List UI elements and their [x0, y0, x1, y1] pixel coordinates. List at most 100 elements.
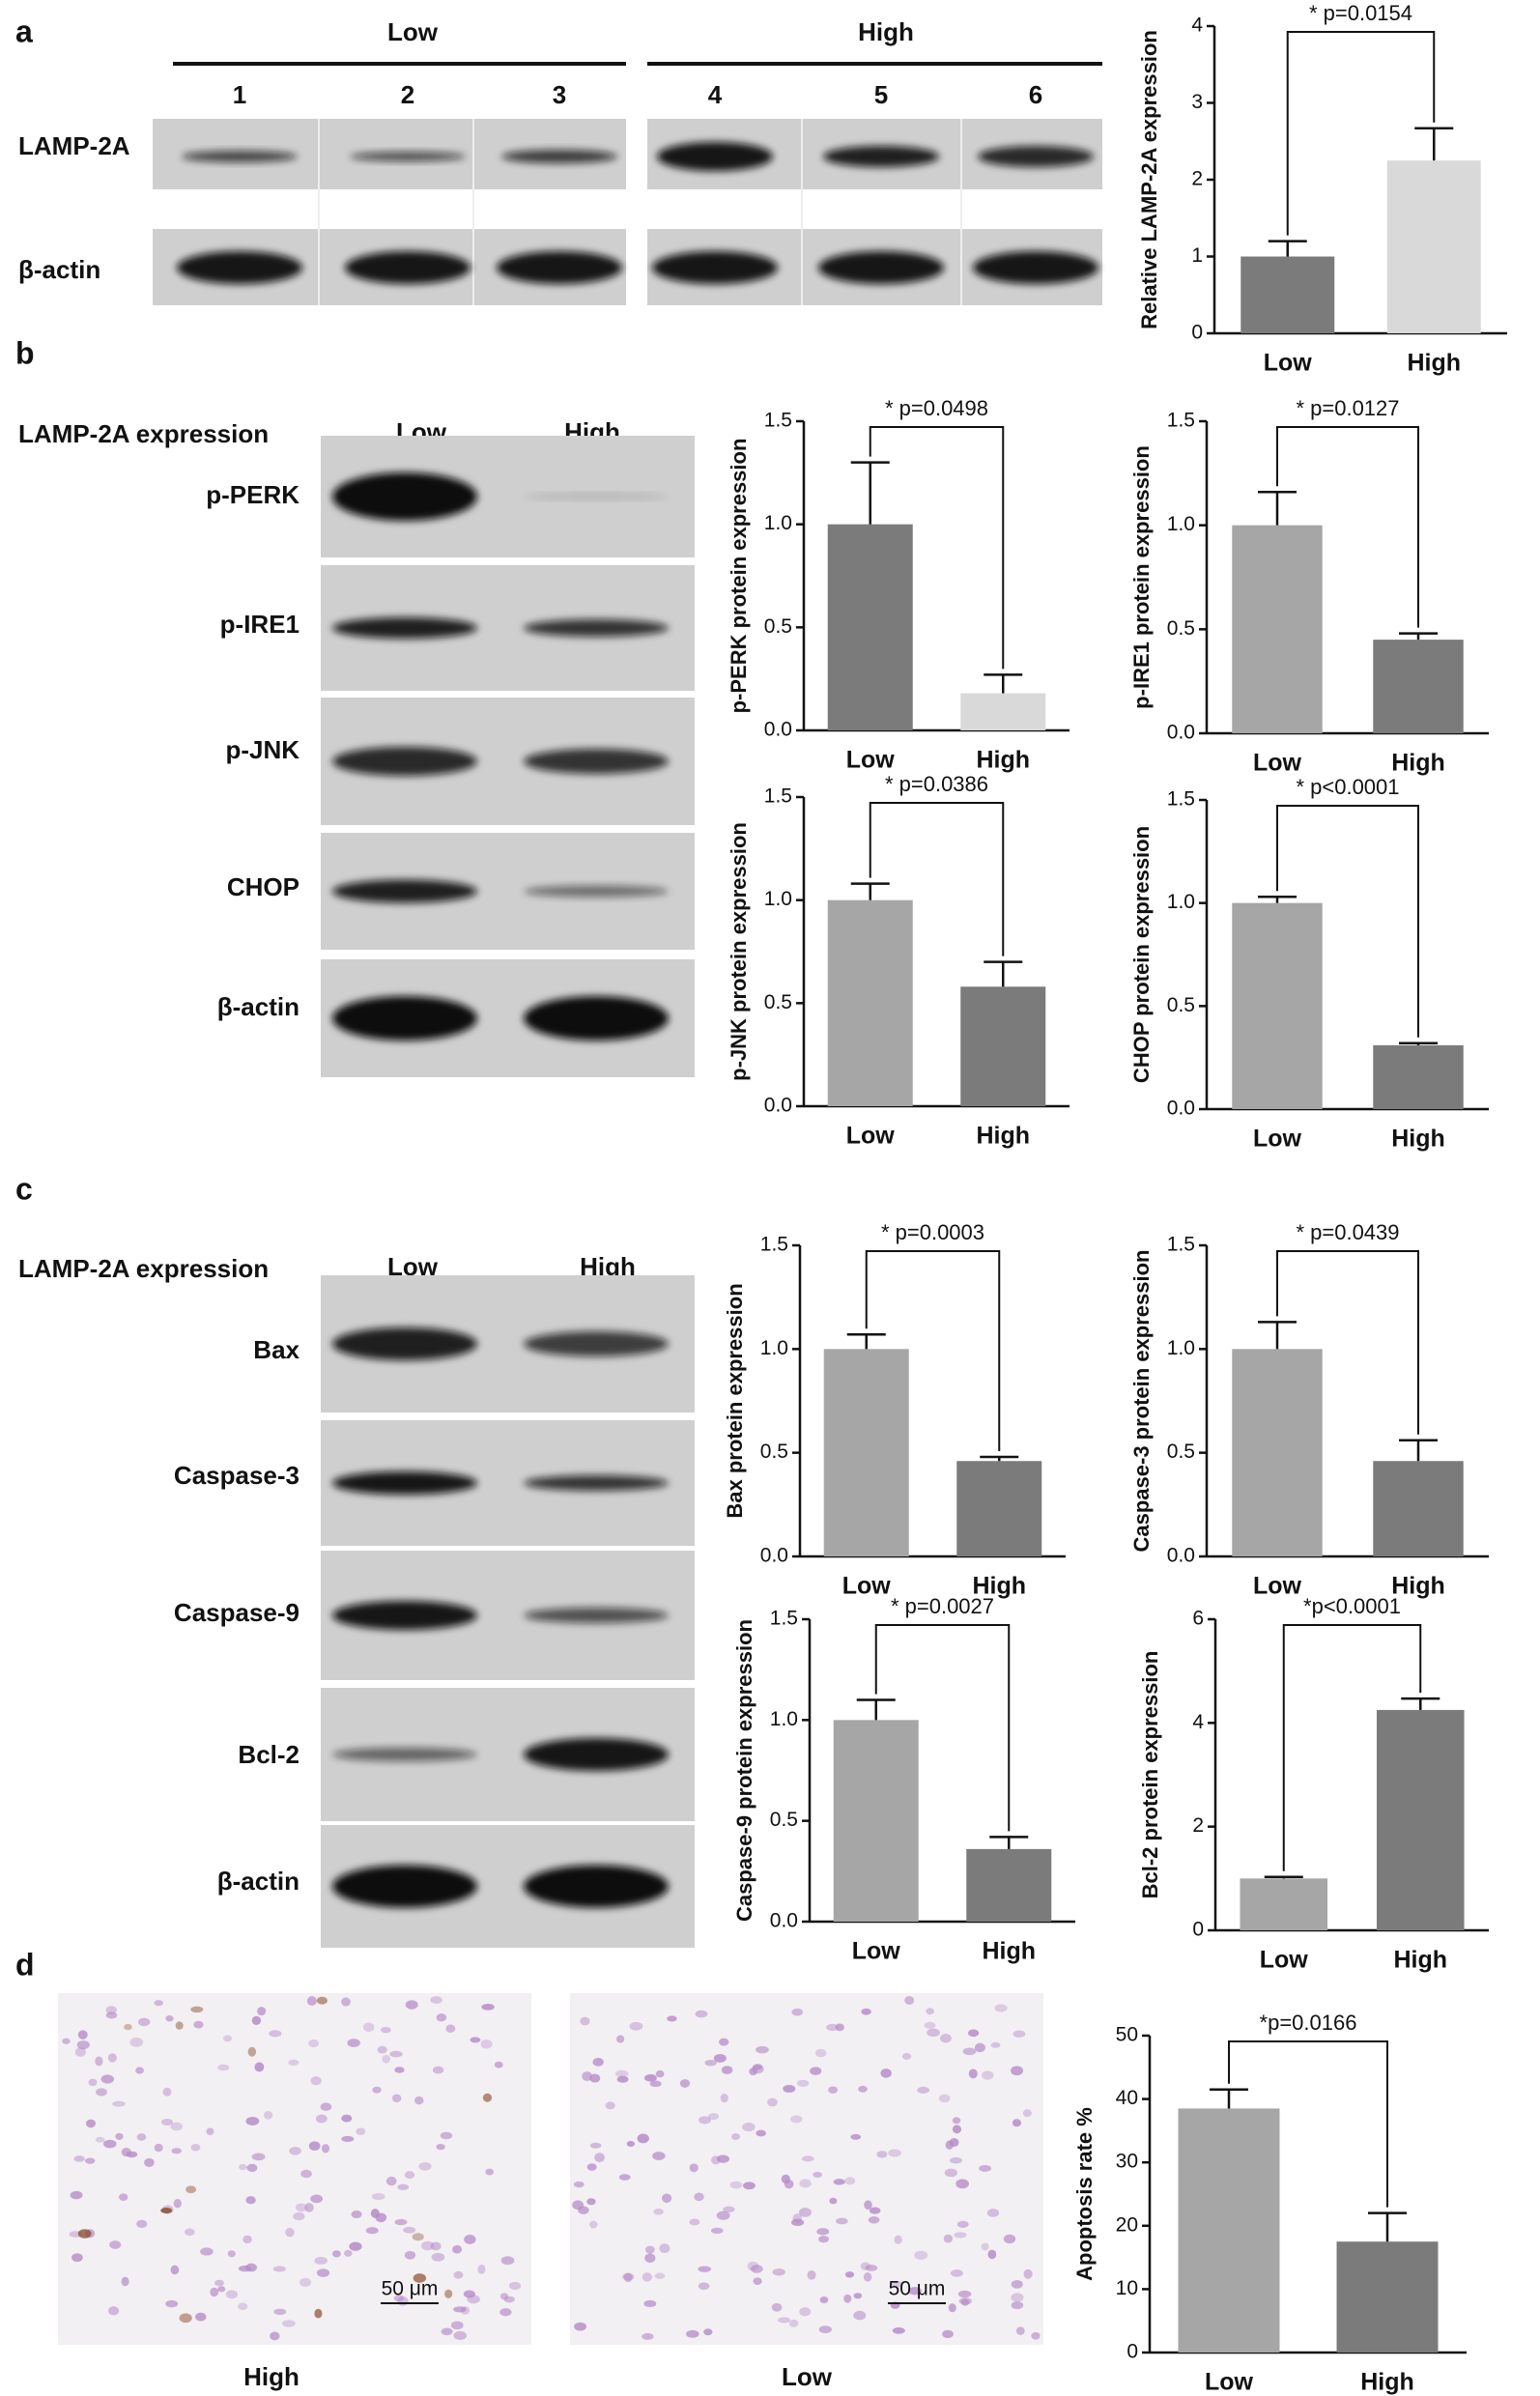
cell: [370, 2209, 380, 2218]
cell: [160, 2207, 173, 2214]
cell: [642, 2272, 652, 2282]
cell: [107, 2053, 117, 2063]
cell: [1015, 2326, 1025, 2335]
cell: [698, 2266, 712, 2272]
y-tick-label: 3: [1191, 91, 1203, 113]
cell: [344, 2249, 353, 2257]
cell: [716, 2211, 730, 2220]
cell: [589, 2142, 602, 2149]
cell: [382, 2055, 391, 2064]
scale-bar-label: 50 μm: [382, 2278, 439, 2300]
cell: [987, 2249, 997, 2260]
cell: [347, 2039, 360, 2047]
cell: [699, 2116, 711, 2125]
significance-bracket: [1282, 1624, 1422, 1871]
cell: [264, 2111, 273, 2120]
x-tick-label: High: [972, 1573, 1026, 1600]
y-tick-label: 0.0: [764, 1095, 792, 1117]
cell: [238, 2302, 248, 2310]
cell: [868, 2216, 880, 2224]
bar: [1373, 1461, 1464, 1556]
cell: [289, 2147, 301, 2155]
bar: [1241, 256, 1335, 333]
y-tick-label: 2: [1191, 168, 1203, 190]
y-tick-label: 4: [1192, 1711, 1204, 1733]
cell: [77, 2229, 92, 2239]
y-axis-label: Bcl-2 protein expression: [1138, 1651, 1162, 1899]
cell: [115, 2132, 124, 2140]
blot-band: [332, 472, 477, 521]
blot-band: [823, 146, 939, 167]
cell: [404, 2171, 415, 2180]
cell: [480, 2039, 493, 2049]
y-tick-label: 10: [1116, 2277, 1138, 2299]
cell: [254, 2062, 265, 2072]
cell: [432, 2066, 444, 2074]
row-label: LAMP-2A: [18, 131, 130, 160]
cell: [655, 2069, 665, 2078]
y-tick-label: 1.0: [1167, 891, 1195, 913]
group-label: High: [858, 17, 914, 46]
cell: [239, 2163, 247, 2171]
bar: [1373, 640, 1464, 733]
image-label: High: [243, 2362, 299, 2391]
cell: [453, 2270, 464, 2279]
y-tick-label: 0.5: [764, 615, 792, 638]
blot-band: [524, 494, 669, 499]
cell: [694, 2192, 704, 2202]
cell: [654, 2272, 666, 2280]
cell: [273, 2308, 287, 2316]
image-label: Low: [782, 2362, 833, 2391]
cell: [477, 2264, 486, 2274]
x-tick-label: Low: [1253, 1573, 1302, 1600]
cell: [853, 2310, 867, 2321]
blot-band: [524, 885, 669, 898]
x-tick-label: Low: [1264, 350, 1313, 377]
bar: [823, 1349, 909, 1556]
cell: [940, 2034, 952, 2043]
lane-label: 5: [874, 80, 888, 109]
y-tick-label: 1.0: [760, 1337, 788, 1359]
cell: [644, 2253, 656, 2264]
x-tick-label: High: [1393, 1947, 1447, 1974]
cell: [314, 2257, 328, 2265]
cell: [310, 2194, 324, 2204]
x-tick-label: Low: [1260, 1947, 1309, 1974]
cell: [453, 2306, 467, 2313]
cell: [251, 2153, 266, 2161]
y-tick-label: 1.0: [764, 512, 792, 534]
bar: [966, 1848, 1052, 1922]
cell: [954, 2232, 967, 2239]
cell: [616, 2035, 625, 2043]
cell: [914, 2250, 928, 2261]
cell: [772, 2268, 785, 2276]
cell: [293, 2211, 305, 2221]
blot-band: [973, 251, 1098, 284]
significance-bracket: [869, 426, 1005, 670]
cell: [251, 2015, 262, 2026]
cell: [430, 1996, 442, 2004]
cell: [414, 2096, 424, 2105]
cell: [190, 2143, 201, 2152]
cell: [441, 2327, 453, 2336]
cell: [756, 2045, 769, 2054]
bar: [1376, 1709, 1465, 1930]
micrograph: [570, 1993, 1043, 2345]
cell: [245, 2196, 256, 2205]
cell: [819, 2296, 829, 2303]
cell: [850, 2133, 862, 2140]
cell: [719, 2038, 729, 2046]
annotation: * p=0.0127: [1296, 396, 1399, 420]
cell: [481, 2003, 495, 2011]
cell: [77, 2030, 88, 2039]
cell: [136, 2133, 147, 2141]
row-label: β-actin: [217, 1867, 299, 1896]
panel-label: d: [15, 1947, 35, 1982]
bar: [1240, 1878, 1328, 1930]
cell: [270, 2331, 280, 2341]
blot-band: [332, 1471, 477, 1495]
cell: [430, 2241, 442, 2251]
cell: [245, 2116, 260, 2125]
cell: [381, 2026, 391, 2034]
blot-band: [524, 1865, 669, 1908]
